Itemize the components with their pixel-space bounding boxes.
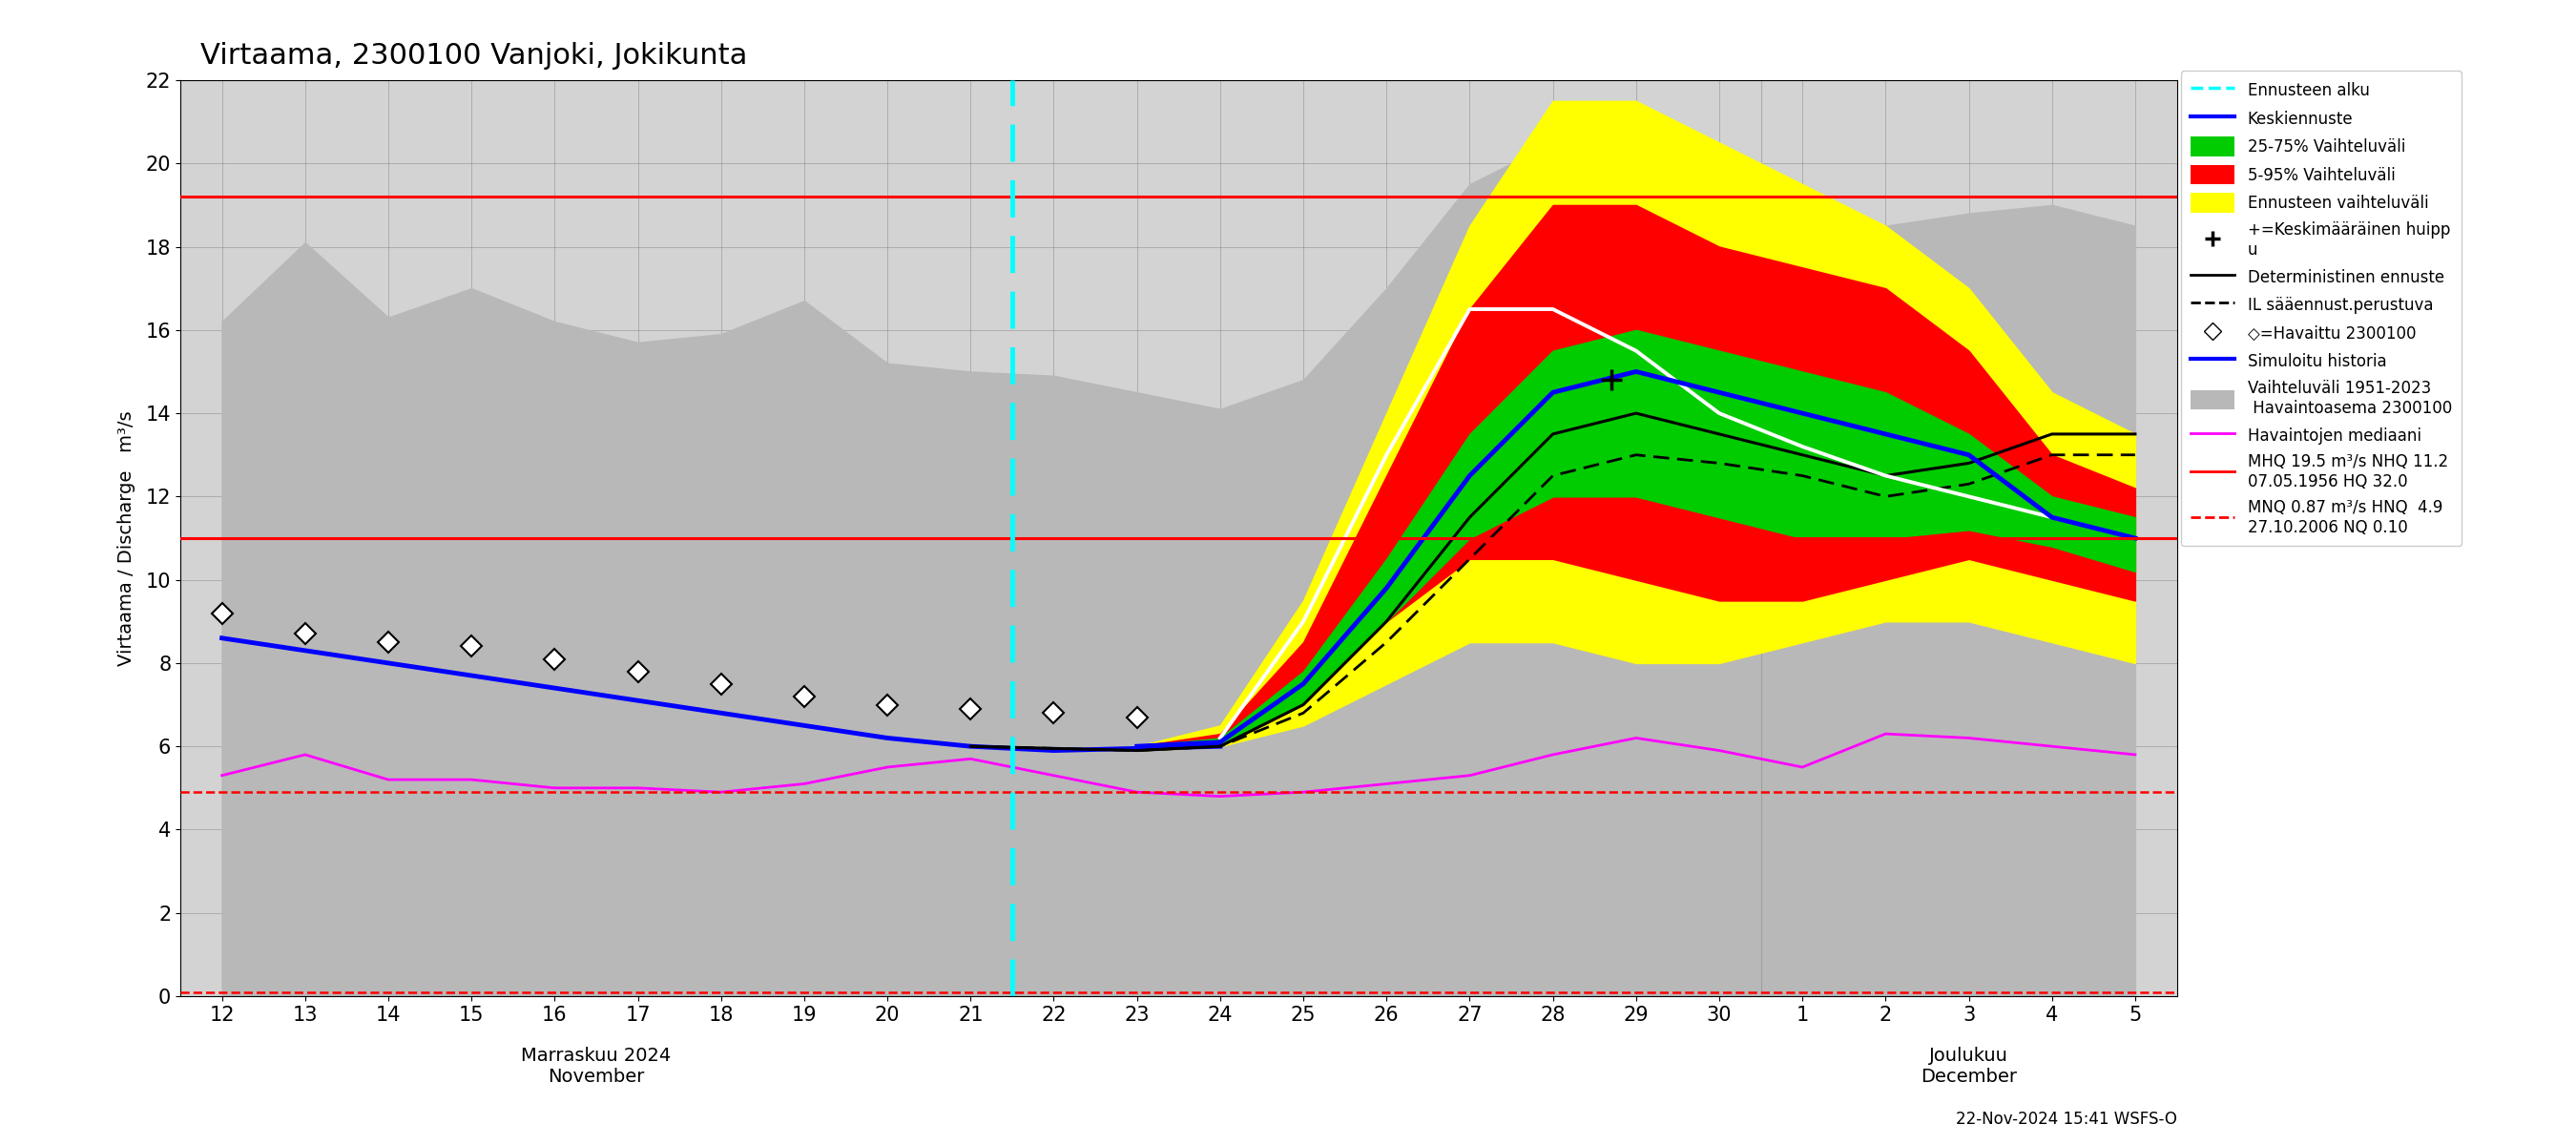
Legend: Ennusteen alku, Keskiennuste, 25-75% Vaihteluväli, 5-95% Vaihteluväli, Ennusteen: Ennusteen alku, Keskiennuste, 25-75% Vai…	[2182, 71, 2463, 546]
Text: 22-Nov-2024 15:41 WSFS-O: 22-Nov-2024 15:41 WSFS-O	[1955, 1111, 2177, 1128]
Text: Marraskuu 2024
November: Marraskuu 2024 November	[520, 1047, 672, 1085]
Text: Virtaama, 2300100 Vanjoki, Jokikunta: Virtaama, 2300100 Vanjoki, Jokikunta	[201, 42, 747, 70]
Text: Joulukuu
December: Joulukuu December	[1922, 1047, 2017, 1085]
Y-axis label: Virtaama / Discharge   m³/s: Virtaama / Discharge m³/s	[116, 410, 134, 666]
